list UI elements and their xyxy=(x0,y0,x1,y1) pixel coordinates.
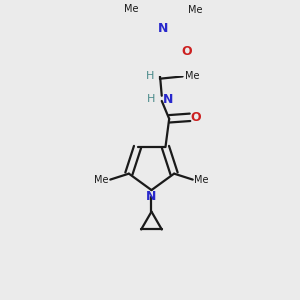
Text: N: N xyxy=(158,22,168,34)
Text: Me: Me xyxy=(94,175,109,184)
Text: H: H xyxy=(146,71,154,81)
Text: H: H xyxy=(147,94,155,104)
Text: O: O xyxy=(182,45,192,58)
Text: O: O xyxy=(190,111,201,124)
Text: Me: Me xyxy=(194,175,209,184)
Text: N: N xyxy=(146,190,157,202)
Text: Me: Me xyxy=(185,71,199,81)
Text: Me: Me xyxy=(188,5,202,15)
Text: N: N xyxy=(163,93,174,106)
Text: Me: Me xyxy=(124,4,139,14)
